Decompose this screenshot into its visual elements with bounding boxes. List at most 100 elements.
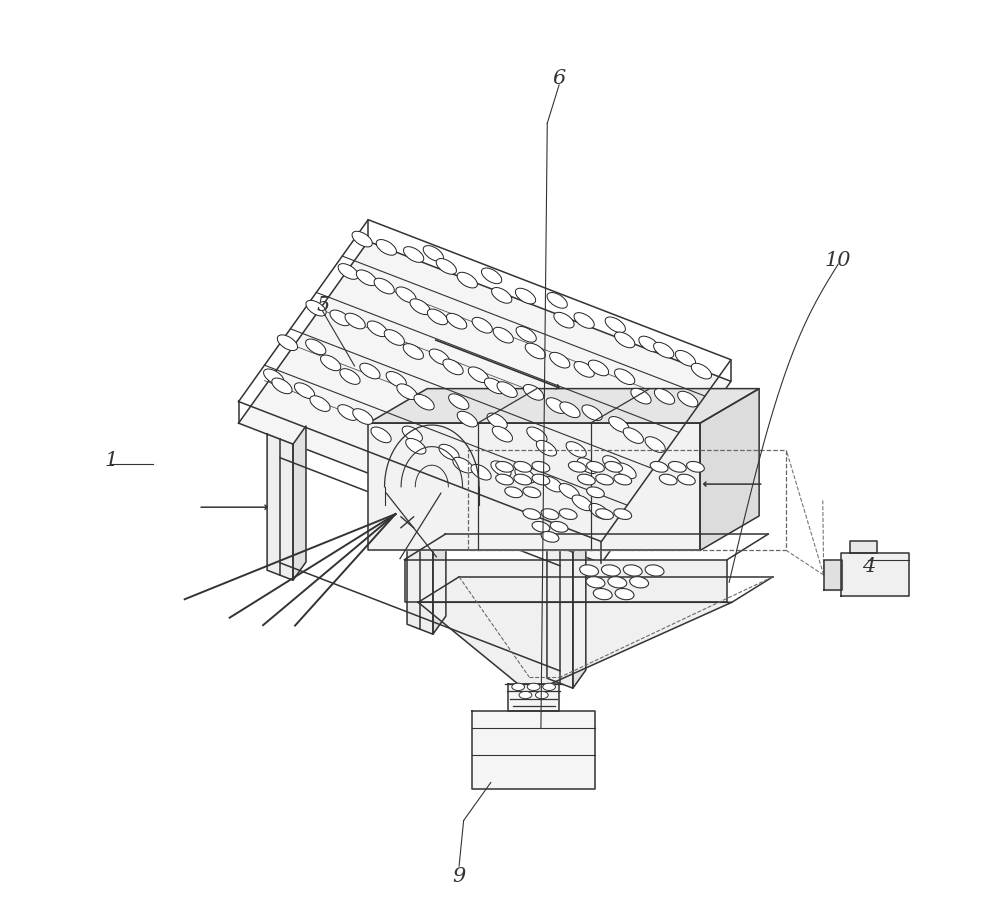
Ellipse shape (457, 273, 477, 289)
Ellipse shape (272, 379, 292, 394)
Ellipse shape (277, 335, 298, 351)
Ellipse shape (615, 370, 635, 385)
Ellipse shape (414, 394, 434, 411)
Ellipse shape (623, 565, 642, 577)
Ellipse shape (668, 462, 686, 473)
Ellipse shape (493, 328, 513, 343)
Ellipse shape (615, 589, 634, 600)
Ellipse shape (605, 462, 623, 473)
Ellipse shape (568, 462, 586, 473)
Ellipse shape (306, 340, 326, 355)
Ellipse shape (516, 327, 536, 343)
Ellipse shape (550, 522, 568, 533)
Ellipse shape (512, 683, 525, 691)
Ellipse shape (601, 565, 620, 577)
Polygon shape (368, 424, 700, 551)
Polygon shape (368, 389, 759, 424)
Ellipse shape (574, 313, 594, 329)
Polygon shape (573, 535, 586, 689)
Ellipse shape (374, 279, 394, 294)
Ellipse shape (406, 439, 426, 455)
Ellipse shape (596, 509, 613, 520)
Ellipse shape (264, 370, 284, 385)
Ellipse shape (453, 457, 473, 474)
Ellipse shape (484, 379, 505, 394)
Ellipse shape (536, 441, 557, 456)
Polygon shape (433, 480, 446, 634)
Ellipse shape (471, 465, 491, 480)
Ellipse shape (582, 405, 602, 421)
Polygon shape (239, 242, 731, 564)
Ellipse shape (532, 522, 550, 533)
Ellipse shape (410, 300, 430, 315)
Ellipse shape (523, 509, 541, 520)
Ellipse shape (675, 351, 696, 367)
Ellipse shape (586, 577, 605, 589)
Ellipse shape (515, 289, 536, 304)
Ellipse shape (615, 333, 635, 348)
Ellipse shape (446, 314, 467, 330)
Ellipse shape (678, 475, 695, 486)
Ellipse shape (535, 691, 548, 699)
Ellipse shape (574, 363, 594, 378)
Ellipse shape (468, 367, 488, 384)
Text: 6: 6 (552, 69, 566, 88)
Ellipse shape (659, 475, 677, 486)
Ellipse shape (439, 445, 459, 460)
Ellipse shape (630, 577, 649, 589)
Ellipse shape (492, 288, 512, 304)
Polygon shape (472, 711, 595, 789)
Text: 10: 10 (825, 251, 851, 270)
Ellipse shape (496, 475, 513, 486)
Ellipse shape (515, 468, 535, 484)
Ellipse shape (616, 464, 636, 479)
Text: 1: 1 (104, 451, 117, 469)
Ellipse shape (497, 383, 517, 398)
Ellipse shape (559, 484, 579, 499)
Ellipse shape (330, 311, 350, 326)
Ellipse shape (587, 462, 604, 473)
Ellipse shape (523, 385, 544, 401)
Polygon shape (508, 684, 559, 711)
Ellipse shape (353, 409, 373, 425)
Ellipse shape (543, 683, 555, 691)
Ellipse shape (396, 288, 416, 303)
Ellipse shape (572, 496, 592, 511)
Ellipse shape (541, 532, 559, 543)
Ellipse shape (525, 343, 545, 360)
Ellipse shape (436, 260, 456, 275)
Ellipse shape (577, 475, 595, 486)
Ellipse shape (532, 462, 550, 473)
Polygon shape (267, 435, 293, 580)
Polygon shape (547, 543, 573, 689)
Ellipse shape (345, 314, 365, 330)
Ellipse shape (577, 458, 598, 474)
Ellipse shape (321, 355, 341, 372)
Ellipse shape (457, 412, 477, 427)
Text: 4: 4 (862, 557, 875, 576)
Ellipse shape (371, 427, 391, 444)
Ellipse shape (560, 403, 580, 418)
Ellipse shape (427, 310, 448, 325)
Ellipse shape (449, 394, 469, 410)
Ellipse shape (614, 475, 632, 486)
Ellipse shape (403, 344, 423, 360)
Ellipse shape (691, 363, 712, 380)
Polygon shape (405, 560, 727, 603)
Polygon shape (850, 542, 877, 554)
Ellipse shape (356, 271, 377, 286)
Ellipse shape (588, 361, 609, 376)
Ellipse shape (589, 504, 609, 519)
Ellipse shape (650, 462, 668, 473)
Ellipse shape (472, 318, 492, 333)
Ellipse shape (678, 392, 698, 407)
Ellipse shape (654, 343, 674, 359)
Ellipse shape (527, 427, 547, 444)
Ellipse shape (631, 389, 651, 404)
Ellipse shape (554, 313, 574, 329)
Ellipse shape (614, 509, 632, 520)
Ellipse shape (609, 417, 629, 433)
Ellipse shape (306, 301, 326, 317)
Ellipse shape (514, 462, 532, 473)
Ellipse shape (566, 442, 586, 458)
